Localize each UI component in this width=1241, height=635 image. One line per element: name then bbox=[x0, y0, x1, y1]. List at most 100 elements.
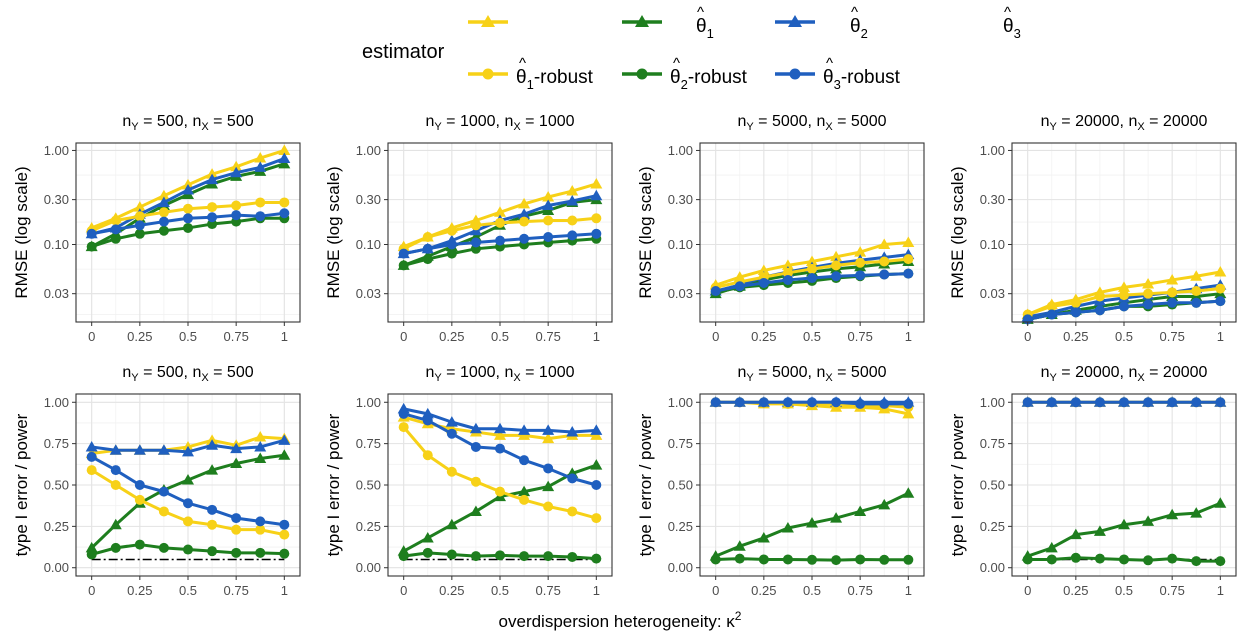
data-point-circle bbox=[183, 222, 193, 233]
data-point-circle bbox=[86, 228, 97, 239]
legend-key-circle bbox=[636, 68, 648, 80]
data-point-circle bbox=[158, 225, 169, 236]
data-point-circle bbox=[807, 397, 817, 408]
data-point-triangle bbox=[542, 424, 555, 435]
data-point-triangle bbox=[518, 424, 531, 435]
data-point-triangle bbox=[1190, 270, 1203, 281]
legend-title: estimator bbox=[362, 41, 445, 63]
data-point-circle bbox=[1094, 305, 1105, 316]
y-axis-label: RMSE (log scale) bbox=[636, 166, 655, 298]
data-point-triangle bbox=[1214, 497, 1227, 508]
data-point-circle bbox=[1143, 555, 1154, 566]
x-tick-label: 0.75 bbox=[848, 329, 873, 344]
data-point-triangle bbox=[566, 185, 579, 196]
data-point-triangle bbox=[206, 168, 219, 179]
data-point-circle bbox=[831, 260, 842, 271]
series-group bbox=[85, 144, 291, 252]
data-point-circle bbox=[710, 286, 721, 297]
data-point-circle bbox=[1191, 556, 1202, 567]
data-point-circle bbox=[1191, 297, 1202, 308]
panel-r2-c1: nY = 500, nX = 5000 0.25 0.5 0.75 10.000.250… bbox=[12, 364, 301, 598]
y-tick-label: 0.50 bbox=[356, 478, 381, 493]
data-point-circle bbox=[782, 554, 793, 565]
x-tick-label: 1 bbox=[905, 329, 912, 344]
data-point-triangle bbox=[518, 485, 531, 497]
data-point-triangle bbox=[182, 474, 194, 485]
data-point-circle bbox=[807, 273, 817, 284]
y-axis-ticks: 0.03 0.10 0.30 1.00 bbox=[668, 143, 700, 301]
y-tick-label: 0.30 bbox=[356, 192, 381, 207]
data-point-triangle bbox=[109, 518, 122, 530]
data-point-circle bbox=[183, 498, 193, 509]
data-point-triangle bbox=[590, 459, 603, 470]
x-tick-label: 0.25 bbox=[439, 583, 464, 598]
legend-label: θ3 bbox=[1003, 16, 1021, 41]
data-point-circle bbox=[470, 476, 481, 487]
legend-hat: ^ bbox=[1004, 4, 1011, 21]
data-point-circle bbox=[495, 235, 505, 246]
series-group bbox=[1021, 396, 1227, 567]
legend-item-3: θ3^ bbox=[775, 4, 1021, 41]
data-point-triangle bbox=[278, 449, 291, 460]
x-tick-label: 0 bbox=[400, 583, 407, 598]
x-tick-label: 0.5 bbox=[803, 583, 821, 598]
data-point-circle bbox=[1070, 307, 1081, 318]
data-point-triangle bbox=[806, 255, 818, 266]
y-tick-label: 0.50 bbox=[980, 478, 1005, 493]
y-tick-label: 0.50 bbox=[668, 478, 693, 493]
data-point-circle bbox=[519, 551, 530, 562]
data-point-circle bbox=[567, 473, 578, 484]
data-point-circle bbox=[134, 494, 145, 505]
data-point-circle bbox=[1119, 554, 1129, 565]
panel-title: nY = 5000, nX = 5000 bbox=[737, 113, 886, 133]
x-tick-label: 0.25 bbox=[1063, 329, 1088, 344]
data-point-circle bbox=[543, 501, 554, 512]
y-axis-label: type I error / power bbox=[12, 413, 31, 556]
data-point-circle bbox=[807, 554, 817, 565]
y-tick-label: 0.00 bbox=[980, 560, 1005, 575]
data-point-circle bbox=[134, 480, 145, 490]
y-tick-label: 0.03 bbox=[356, 286, 381, 301]
x-tick-label: 0.25 bbox=[127, 583, 152, 598]
y-tick-label: 0.25 bbox=[668, 519, 693, 534]
data-point-circle bbox=[831, 397, 842, 408]
data-point-triangle bbox=[1118, 281, 1130, 292]
data-point-circle bbox=[470, 551, 481, 562]
data-point-triangle bbox=[157, 196, 170, 207]
x-axis-ticks: 0 0.25 0.5 0.75 1 bbox=[88, 576, 288, 598]
y-tick-label: 0.30 bbox=[44, 192, 69, 207]
x-tick-label: 1 bbox=[1217, 329, 1224, 344]
y-axis-ticks: 0.00 0.25 0.50 0.75 1.00 bbox=[980, 395, 1012, 575]
data-point-triangle bbox=[518, 208, 531, 219]
data-point-circle bbox=[398, 248, 409, 259]
y-tick-label: 0.03 bbox=[980, 286, 1005, 301]
data-point-circle bbox=[734, 281, 745, 292]
data-point-triangle bbox=[85, 440, 98, 452]
x-tick-label: 0.25 bbox=[751, 583, 776, 598]
y-axis-ticks: 0.00 0.25 0.50 0.75 1.00 bbox=[44, 395, 76, 575]
data-point-circle bbox=[279, 519, 290, 530]
data-point-circle bbox=[158, 506, 169, 517]
data-point-circle bbox=[134, 220, 145, 231]
data-point-circle bbox=[446, 239, 457, 250]
data-point-circle bbox=[183, 213, 193, 224]
data-point-triangle bbox=[254, 161, 267, 172]
data-point-circle bbox=[1143, 299, 1154, 310]
data-point-triangle bbox=[1190, 507, 1203, 518]
data-point-circle bbox=[855, 398, 866, 409]
y-tick-label: 0.75 bbox=[44, 436, 69, 451]
y-tick-label: 1.00 bbox=[356, 143, 381, 158]
x-axis-label: overdispersion heterogeneity: κ2 bbox=[499, 609, 742, 631]
data-point-circle bbox=[1070, 297, 1081, 308]
legend-item-6: θ3-robust^ bbox=[775, 55, 901, 92]
data-point-circle bbox=[422, 232, 433, 243]
y-axis-label: type I error / power bbox=[948, 413, 967, 556]
data-point-triangle bbox=[566, 426, 579, 437]
data-point-triangle bbox=[757, 531, 770, 543]
data-point-circle bbox=[1119, 397, 1129, 408]
data-point-circle bbox=[86, 451, 97, 462]
data-point-triangle bbox=[133, 444, 146, 455]
x-tick-label: 0 bbox=[1024, 583, 1031, 598]
x-tick-label: 0 bbox=[88, 583, 95, 598]
